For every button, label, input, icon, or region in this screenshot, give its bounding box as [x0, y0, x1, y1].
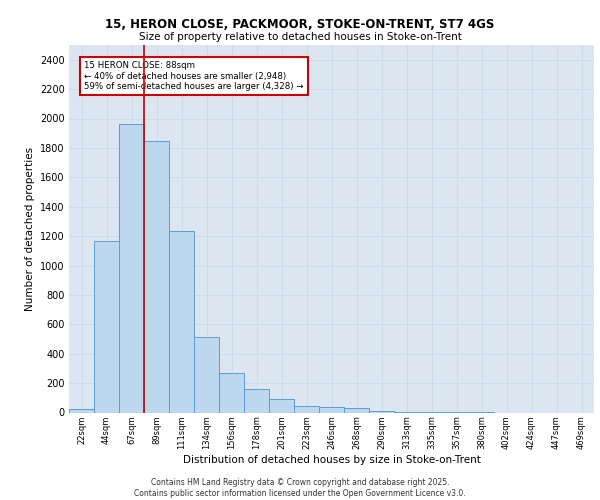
- Y-axis label: Number of detached properties: Number of detached properties: [25, 146, 35, 311]
- Bar: [69, 409, 94, 412]
- Bar: [269, 399, 294, 412]
- Bar: [144, 142, 169, 412]
- Bar: [194, 337, 219, 412]
- Bar: [369, 411, 394, 412]
- Text: 15, HERON CLOSE, PACKMOOR, STOKE-ON-TRENT, ST7 4GS: 15, HERON CLOSE, PACKMOOR, STOKE-ON-TREN…: [106, 18, 494, 30]
- Bar: [119, 124, 144, 412]
- Bar: [244, 389, 269, 412]
- Text: Size of property relative to detached houses in Stoke-on-Trent: Size of property relative to detached ho…: [139, 32, 461, 42]
- Bar: [219, 373, 244, 412]
- Bar: [344, 408, 369, 412]
- X-axis label: Distribution of detached houses by size in Stoke-on-Trent: Distribution of detached houses by size …: [182, 454, 481, 464]
- Bar: [319, 408, 344, 412]
- Bar: [294, 406, 319, 412]
- Text: 15 HERON CLOSE: 88sqm
← 40% of detached houses are smaller (2,948)
59% of semi-d: 15 HERON CLOSE: 88sqm ← 40% of detached …: [84, 61, 304, 91]
- Text: Contains HM Land Registry data © Crown copyright and database right 2025.
Contai: Contains HM Land Registry data © Crown c…: [134, 478, 466, 498]
- Bar: [94, 241, 119, 412]
- Bar: [169, 231, 194, 412]
